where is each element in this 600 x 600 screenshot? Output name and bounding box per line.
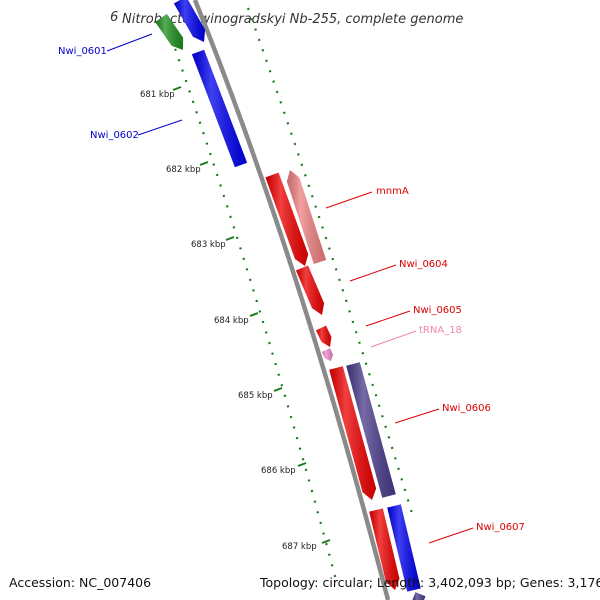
gene-arrow-red-lower-shade: [329, 366, 377, 500]
gene-arrow-red-big[interactable]: [265, 172, 309, 266]
gene-arrow-blue-upper[interactable]: [173, 0, 206, 42]
gene-arrow-red-lower-part2[interactable]: [369, 508, 400, 590]
kbp-tick-label: 685 kbp: [238, 391, 273, 401]
gene-label-green-upper[interactable]: Nwi_0601: [58, 46, 107, 57]
kbp-tick-mark: [297, 462, 307, 467]
gene-arrow-pink[interactable]: [286, 170, 327, 264]
backbone-layer: [192, 0, 391, 600]
map-title: Nitrobacter winogradskyi Nb-255, complet…: [122, 12, 463, 27]
gene-arrow-blue-lower[interactable]: [387, 504, 421, 592]
gene-label-trna[interactable]: tRNA_18: [419, 325, 462, 336]
gene-arrow-red-lower[interactable]: [329, 366, 377, 500]
gene-label-purple[interactable]: Nwi_0606: [442, 403, 491, 414]
genes-layer: [155, 0, 426, 600]
kbp-tick-label: 683 kbp: [191, 240, 226, 250]
gene-label-red-big[interactable]: Nwi_0604: [399, 259, 448, 270]
gene-arrow-purple-shade: [346, 362, 396, 498]
gene-labels-layer: Nwi_0601 Nwi_0602 mnmA Nwi_0604 Nwi_0605 tRNA…: [58, 33, 525, 544]
accession-text: Accession: NC_007406: [9, 575, 151, 590]
kbp-tick-mark: [199, 161, 209, 166]
kbp-tick-label: 681 kbp: [140, 90, 175, 100]
kbp-tick-label: 684 kbp: [214, 316, 249, 326]
gene-label-blue-upper[interactable]: Nwi_0602: [90, 130, 139, 141]
leader-line-red-lower: [428, 527, 474, 544]
gene-arrow-blue-upper-part2-shade: [191, 49, 248, 168]
leader-line-purple: [394, 408, 440, 424]
leader-line-red-mid: [365, 310, 411, 327]
gene-arrow-green-upper-shade: [155, 14, 184, 50]
gene-arrow-purple-lower[interactable]: [412, 592, 426, 600]
gene-arrow-red-small-shade: [316, 325, 332, 347]
inner-scale-dots: [166, 27, 338, 581]
leader-line-blue-upper: [137, 119, 183, 136]
kbp-tick-mark: [321, 539, 331, 544]
kbp-tick-label: 686 kbp: [261, 466, 296, 476]
gene-arrow-purple-lower-shade: [412, 592, 426, 600]
gene-arrow-blue-upper-shade: [173, 0, 206, 42]
leader-line-green-upper: [106, 33, 153, 52]
gene-label-red-mid[interactable]: Nwi_0605: [413, 305, 462, 316]
gene-arrow-red-mid[interactable]: [296, 265, 325, 316]
kbp-tick-mark: [273, 387, 283, 392]
kbp-tick-label: 682 kbp: [166, 165, 201, 175]
gene-arrow-red-small[interactable]: [316, 325, 332, 347]
title-clip-fragment: 6: [110, 10, 118, 25]
kbp-tick-mark: [172, 86, 182, 91]
gene-arrow-trna[interactable]: [321, 348, 334, 361]
leader-line-pink: [325, 191, 373, 209]
gene-label-red-lower[interactable]: Nwi_0607: [476, 522, 525, 533]
kbp-tick-label: 687 kbp: [282, 542, 317, 552]
gene-arrow-blue-upper-part2[interactable]: [191, 49, 248, 168]
gene-arrow-trna-shade: [321, 348, 334, 361]
outer-scale-dots: [246, 7, 416, 521]
gene-arrow-purple[interactable]: [346, 362, 396, 498]
gene-arrow-pink-shade: [286, 170, 327, 264]
scale-ticks-layer: 681 kbp 682 kbp 683 kbp 684 kbp 685 kbp 686 k…: [140, 7, 416, 581]
gene-arrow-red-lower-part2-shade: [369, 508, 400, 590]
kbp-tick-mark: [225, 236, 235, 241]
gene-arrow-green-upper[interactable]: [155, 14, 184, 50]
leader-line-red-big: [349, 264, 397, 282]
kbp-tick-mark: [249, 312, 259, 317]
genome-backbone: [192, 0, 391, 600]
gene-arrow-blue-lower-shade: [387, 504, 421, 592]
leader-line-trna: [370, 330, 417, 348]
gene-label-pink[interactable]: mnmA: [376, 186, 409, 197]
gene-arrow-red-big-shade: [265, 172, 309, 266]
topology-text: Topology: circular; Length: 3,402,093 bp…: [259, 575, 600, 590]
gene-arrow-red-mid-shade: [296, 265, 325, 315]
